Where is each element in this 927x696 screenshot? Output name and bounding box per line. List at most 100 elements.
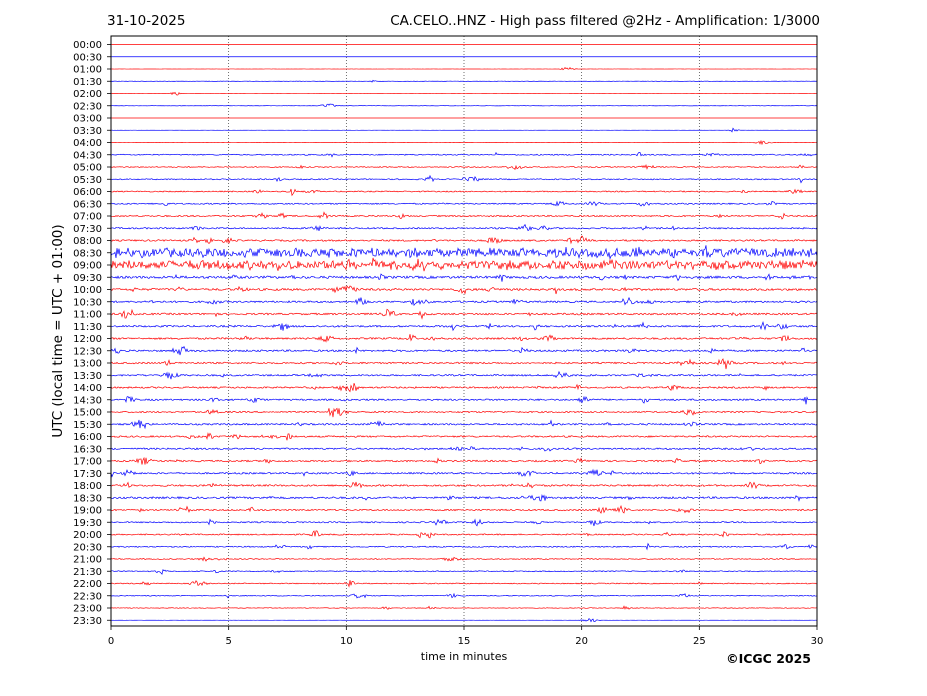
chart-date: 31-10-2025 xyxy=(107,13,185,29)
y-tick-label: 16:00 xyxy=(73,432,102,443)
y-tick-label: 19:30 xyxy=(73,518,102,529)
trace-0930 xyxy=(110,273,818,282)
y-axis-label: UTC (local time = UTC + 01:00) xyxy=(50,224,66,437)
x-tick-label: 30 xyxy=(811,636,824,647)
trace-0230 xyxy=(110,103,818,108)
copyright-label: ©ICGC 2025 xyxy=(726,651,811,666)
trace-0530 xyxy=(110,174,818,184)
trace-0330 xyxy=(110,127,818,133)
y-tick-label: 13:30 xyxy=(73,371,102,382)
y-tick-label: 23:30 xyxy=(73,616,102,627)
y-tick-label: 03:00 xyxy=(73,114,102,125)
x-ticks: 0 5 10 15 20 25 30 xyxy=(108,626,824,647)
y-tick-label: 12:00 xyxy=(73,334,102,345)
x-tick-label: 20 xyxy=(575,636,588,647)
trace-0430 xyxy=(110,151,818,158)
x-tick-label: 5 xyxy=(225,636,231,647)
y-tick-label: 21:30 xyxy=(73,567,102,578)
trace-0500 xyxy=(110,164,818,171)
trace-1200 xyxy=(110,334,818,343)
y-tick-label: 01:30 xyxy=(73,77,102,88)
y-tick-label: 12:30 xyxy=(73,346,102,357)
trace-2300 xyxy=(110,605,818,610)
trace-0730 xyxy=(110,223,818,232)
trace-0830 xyxy=(110,245,818,260)
x-tick-label: 10 xyxy=(340,636,353,647)
trace-0630 xyxy=(110,200,818,207)
trace-1330 xyxy=(110,370,818,380)
y-tick-label: 01:00 xyxy=(73,65,102,76)
y-tick-label: 22:30 xyxy=(73,591,102,602)
x-tick-label: 0 xyxy=(108,636,114,647)
y-tick-label: 10:00 xyxy=(73,285,102,296)
trace-1100 xyxy=(110,308,818,320)
trace-2030 xyxy=(110,542,818,551)
trace-1030 xyxy=(110,296,818,307)
trace-1830 xyxy=(110,493,818,502)
y-tick-label: 16:30 xyxy=(73,444,102,455)
trace-1930 xyxy=(110,518,818,527)
trace-0400 xyxy=(110,139,818,146)
y-tick-label: 14:30 xyxy=(73,395,102,406)
trace-1430 xyxy=(110,395,818,405)
y-tick-label: 20:30 xyxy=(73,542,102,553)
y-tick-label: 06:30 xyxy=(73,199,102,210)
y-tick-label: 17:30 xyxy=(73,469,102,480)
y-tick-label: 02:00 xyxy=(73,89,102,100)
x-axis-label: time in minutes xyxy=(421,650,508,663)
y-tick-label: 15:30 xyxy=(73,420,102,431)
y-tick-label: 20:00 xyxy=(73,530,102,541)
y-tick-label: 21:00 xyxy=(73,555,102,566)
y-tick-label: 04:30 xyxy=(73,150,102,161)
y-tick-label: 05:00 xyxy=(73,163,102,174)
trace-1700 xyxy=(110,456,818,465)
y-tick-label: 04:00 xyxy=(73,138,102,149)
trace-1130 xyxy=(110,321,818,332)
y-tick-label: 03:30 xyxy=(73,126,102,137)
trace-0200 xyxy=(110,91,818,96)
trace-0100 xyxy=(110,67,818,71)
y-tick-label: 18:30 xyxy=(73,493,102,504)
y-tick-label: 00:30 xyxy=(73,52,102,63)
y-tick-label: 14:00 xyxy=(73,383,102,394)
trace-0800 xyxy=(110,235,818,245)
trace-1400 xyxy=(110,383,818,393)
trace-1600 xyxy=(110,432,818,441)
y-tick-label: 22:00 xyxy=(73,579,102,590)
y-tick-label: 08:30 xyxy=(73,248,102,259)
y-tick-label: 13:00 xyxy=(73,359,102,370)
y-tick-label: 09:00 xyxy=(73,261,102,272)
trace-1500 xyxy=(110,407,818,418)
trace-1300 xyxy=(110,358,818,370)
seismic-traces xyxy=(110,44,818,623)
trace-2100 xyxy=(110,556,818,562)
trace-1630 xyxy=(110,446,818,452)
y-tick-label: 18:00 xyxy=(73,481,102,492)
trace-2130 xyxy=(110,569,818,575)
y-tick-label: 07:30 xyxy=(73,224,102,235)
y-tick-label: 23:00 xyxy=(73,604,102,615)
y-tick-label: 15:00 xyxy=(73,408,102,419)
trace-0900 xyxy=(110,257,818,272)
trace-1530 xyxy=(110,419,818,430)
trace-2200 xyxy=(110,580,818,588)
chart-title: CA.CELO..HNZ - High pass filtered @2Hz -… xyxy=(390,13,820,29)
trace-0130 xyxy=(110,79,818,83)
y-tick-label: 09:30 xyxy=(73,273,102,284)
trace-1800 xyxy=(110,481,818,490)
trace-2330 xyxy=(110,618,818,623)
y-tick-label: 07:00 xyxy=(73,212,102,223)
trace-0600 xyxy=(110,188,818,197)
y-tick-label: 05:30 xyxy=(73,175,102,186)
trace-1900 xyxy=(110,504,818,514)
trace-1000 xyxy=(110,285,818,295)
y-tick-label: 06:00 xyxy=(73,187,102,198)
y-tick-label: 11:00 xyxy=(73,310,102,321)
trace-2230 xyxy=(110,592,818,599)
y-tick-label: 08:00 xyxy=(73,236,102,247)
y-tick-label: 00:00 xyxy=(73,40,102,51)
y-tick-label: 19:00 xyxy=(73,506,102,517)
y-tick-label: 10:30 xyxy=(73,297,102,308)
y-tick-label: 02:30 xyxy=(73,101,102,112)
